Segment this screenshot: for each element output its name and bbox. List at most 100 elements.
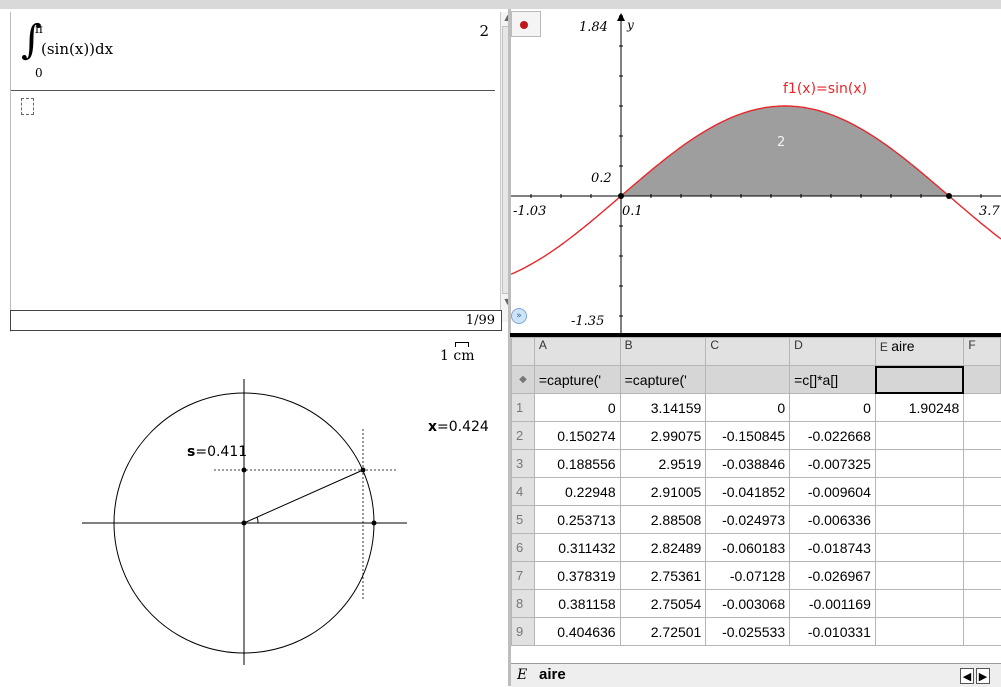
calculator-pane[interactable]: ∫ π 0 (sin(x))dx 2 ▲ ▼	[10, 12, 514, 332]
table-row[interactable]: 3 0.188556 2.9519 -0.038846 -0.007325	[511, 449, 1001, 478]
table-cell[interactable]: -0.010331	[789, 617, 876, 646]
table-cell[interactable]	[874, 533, 965, 562]
table-cell[interactable]: 0	[789, 393, 876, 422]
table-cell[interactable]: 2.9519	[619, 449, 707, 478]
row-number[interactable]: 1	[511, 393, 535, 422]
table-cell[interactable]: -0.024973	[705, 505, 791, 534]
table-cell[interactable]: -0.018743	[789, 533, 876, 562]
scroll-left-icon[interactable]: ◀	[960, 668, 974, 684]
table-cell[interactable]: -0.006336	[789, 505, 876, 534]
graph-pane[interactable]: 1.84 y 0.2 -1.03 0.1 3.7 -1.35 f1(x)=sin…	[511, 9, 1001, 333]
table-cell[interactable]: 2.91005	[619, 477, 707, 506]
row-number[interactable]: 4	[511, 477, 535, 506]
table-cell[interactable]: 2.82489	[619, 533, 707, 562]
table-cell[interactable]: 2.75361	[619, 561, 707, 590]
table-cell[interactable]	[963, 505, 1001, 534]
table-cell[interactable]	[963, 393, 1001, 422]
row-number[interactable]: 2	[511, 421, 535, 450]
table-cell[interactable]: 0.150274	[533, 421, 621, 450]
column-header-d[interactable]: D	[789, 337, 876, 366]
formula-cell-e-selected[interactable]	[874, 365, 965, 394]
column-header-c[interactable]: C	[705, 337, 791, 366]
record-button[interactable]	[511, 11, 541, 37]
table-cell[interactable]: 0.188556	[533, 449, 621, 478]
table-cell[interactable]: -0.022668	[789, 421, 876, 450]
radius-segment[interactable]	[243, 469, 364, 524]
table-cell[interactable]: -0.041852	[705, 477, 791, 506]
table-cell[interactable]: -0.060183	[705, 533, 791, 562]
row-number[interactable]: 8	[511, 589, 535, 618]
x-axis-point[interactable]	[371, 520, 377, 526]
table-cell[interactable]	[963, 561, 1001, 590]
column-header-e[interactable]: E aire	[874, 337, 965, 366]
table-cell[interactable]: 0.378319	[533, 561, 621, 590]
center-point[interactable]	[241, 520, 247, 526]
table-row[interactable]: 9 0.404636 2.72501 -0.025533 -0.010331	[511, 617, 1001, 646]
table-cell[interactable]	[963, 477, 1001, 506]
table-cell[interactable]: 2.72501	[619, 617, 707, 646]
table-cell[interactable]	[874, 561, 965, 590]
formula-cell-b[interactable]: =capture('	[619, 365, 707, 394]
table-cell[interactable]: -0.025533	[705, 617, 791, 646]
expand-icon[interactable]: »	[511, 308, 527, 324]
table-cell[interactable]	[963, 617, 1001, 646]
scroll-up-icon[interactable]: ▲	[502, 12, 513, 24]
table-row[interactable]: 1 0 3.14159 0 0 1.90248	[511, 393, 1001, 422]
table-cell[interactable]: -0.038846	[705, 449, 791, 478]
pane-divider-vertical[interactable]	[508, 9, 511, 686]
table-cell[interactable]: 0.253713	[533, 505, 621, 534]
row-number[interactable]: 5	[511, 505, 535, 534]
pane-divider-horizontal[interactable]	[510, 333, 1001, 337]
spreadsheet-pane[interactable]: A B C D E aire F ◆ =capture(' =capture('…	[511, 337, 1001, 687]
column-header-b[interactable]: B	[619, 337, 707, 366]
y-axis-point[interactable]	[241, 467, 247, 473]
function-label[interactable]: f1(x)=sin(x)	[783, 81, 867, 97]
geometry-canvas[interactable]	[0, 337, 508, 686]
sheet-entry-bar[interactable]: E aire ◀ ▶	[511, 663, 1001, 687]
table-cell[interactable]: -0.009604	[789, 477, 876, 506]
table-cell[interactable]: 2.99075	[619, 421, 707, 450]
calc-input-box[interactable]	[21, 98, 34, 115]
x-measure-label[interactable]: x=0.424	[428, 419, 489, 435]
table-cell[interactable]: -0.150845	[705, 421, 791, 450]
table-cell[interactable]	[874, 477, 965, 506]
formula-cell-d[interactable]: =c[]*a[]	[789, 365, 876, 394]
table-cell[interactable]: 2.88508	[619, 505, 707, 534]
spreadsheet-table[interactable]: A B C D E aire F ◆ =capture(' =capture('…	[511, 337, 1001, 646]
column-header-a[interactable]: A	[533, 337, 621, 366]
table-row[interactable]: 2 0.150274 2.99075 -0.150845 -0.022668	[511, 421, 1001, 450]
table-cell[interactable]: 0.381158	[533, 589, 621, 618]
footer-column-name[interactable]: aire	[539, 666, 566, 683]
calc-history-entry[interactable]: ∫ π 0 (sin(x))dx 2	[11, 12, 495, 91]
table-cell[interactable]: 0.311432	[533, 533, 621, 562]
row-number[interactable]: 3	[511, 449, 535, 478]
table-row[interactable]: 6 0.311432 2.82489 -0.060183 -0.018743	[511, 533, 1001, 562]
table-cell[interactable]: 0.404636	[533, 617, 621, 646]
table-row[interactable]: 5 0.253713 2.88508 -0.024973 -0.006336	[511, 505, 1001, 534]
table-cell[interactable]: -0.026967	[789, 561, 876, 590]
table-cell[interactable]: -0.007325	[789, 449, 876, 478]
table-cell[interactable]: 0	[705, 393, 791, 422]
table-cell[interactable]: 2.75054	[619, 589, 707, 618]
table-cell[interactable]	[874, 589, 965, 618]
point-on-circle[interactable]	[360, 467, 366, 473]
table-cell[interactable]	[963, 589, 1001, 618]
table-row[interactable]: 7 0.378319 2.75361 -0.07128 -0.026967	[511, 561, 1001, 590]
table-cell[interactable]: 0.22948	[533, 477, 621, 506]
table-cell[interactable]	[874, 505, 965, 534]
corner-cell[interactable]	[511, 337, 535, 366]
table-cell[interactable]	[963, 533, 1001, 562]
geometry-pane[interactable]: 1 cm x=0.424 s=0.411	[0, 337, 508, 686]
table-cell[interactable]	[874, 449, 965, 478]
table-cell[interactable]: 0	[533, 393, 621, 422]
s-measure-label[interactable]: s=0.411	[187, 444, 247, 460]
table-cell[interactable]: 1.90248	[874, 393, 965, 422]
formula-cell-f[interactable]	[963, 365, 1001, 394]
row-number[interactable]: 9	[511, 617, 535, 646]
column-header-f[interactable]: F	[963, 337, 1001, 366]
table-cell[interactable]	[963, 449, 1001, 478]
sin-curve[interactable]	[511, 105, 1001, 275]
table-row[interactable]: 4 0.22948 2.91005 -0.041852 -0.009604	[511, 477, 1001, 506]
table-cell[interactable]	[963, 421, 1001, 450]
table-cell[interactable]	[874, 421, 965, 450]
